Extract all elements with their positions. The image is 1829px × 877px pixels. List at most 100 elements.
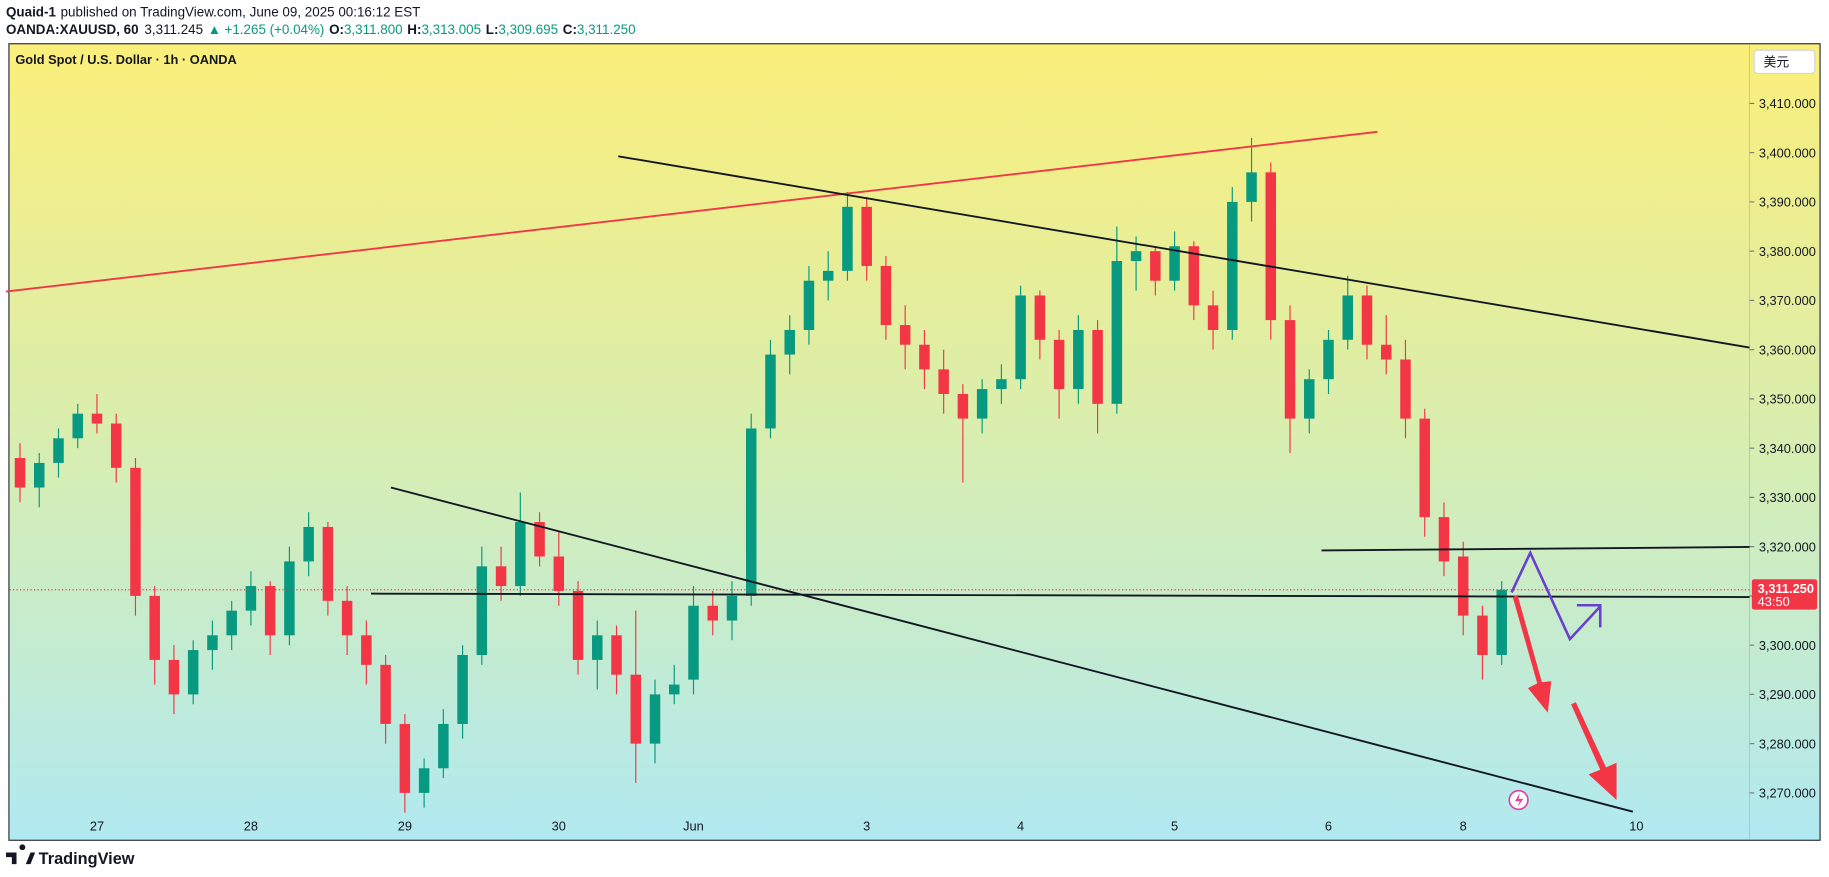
candle-body — [1304, 379, 1315, 419]
candle-body — [861, 206, 872, 266]
arrow-head — [1576, 603, 1602, 628]
y-tick-label: 3,340.000 — [1759, 441, 1816, 456]
red-arrow — [1512, 594, 1552, 713]
candle-body — [842, 206, 853, 271]
y-tick-label: 3,330.000 — [1759, 490, 1816, 505]
candle-body — [1265, 172, 1277, 321]
candle-body — [726, 595, 738, 621]
ohlc-key: C: — [563, 22, 577, 37]
y-tick-label: 3,390.000 — [1759, 195, 1816, 210]
candle-body — [803, 280, 815, 330]
y-tick-label: 3,410.000 — [1759, 96, 1816, 111]
red-arrow — [1571, 702, 1617, 801]
header-line-1: Quaid-1 published on TradingView.com, Jun… — [6, 4, 420, 19]
candle-body — [1015, 295, 1026, 380]
candle-body — [938, 369, 949, 394]
candle-body — [1361, 295, 1373, 345]
y-tick-label: 3,290.000 — [1759, 687, 1816, 702]
ohlc-value: 3,313.005 — [421, 22, 481, 37]
x-tick-label: 29 — [398, 818, 412, 833]
trend-line — [371, 592, 1750, 599]
candle-body — [1207, 305, 1219, 330]
author: Quaid-1 — [6, 4, 56, 19]
drawings — [5, 130, 1750, 813]
candle-body — [765, 354, 776, 429]
candle-body — [399, 723, 411, 793]
candle-body — [611, 635, 622, 675]
candle-body — [592, 635, 603, 660]
y-tick-label: 3,300.000 — [1759, 638, 1816, 653]
candle-body — [707, 605, 718, 621]
price: 3,311.245 — [144, 22, 203, 37]
candle-body — [1130, 251, 1142, 262]
candle-body — [1073, 329, 1084, 390]
candle-body — [1034, 295, 1046, 340]
candle-body — [495, 566, 507, 587]
last-price-label: 3,311.250 — [1758, 581, 1814, 596]
candle-body — [72, 413, 83, 439]
x-tick-label: Jun — [683, 818, 704, 833]
trend-line — [618, 155, 1750, 349]
candle-body — [688, 605, 699, 680]
candle-body — [1053, 339, 1065, 390]
x-tick-label: 10 — [1629, 818, 1643, 833]
y-tick-label: 3,270.000 — [1759, 786, 1816, 801]
ohlc-value: 3,311.250 — [577, 22, 636, 37]
x-tick-label: 6 — [1325, 818, 1332, 833]
trend-line — [5, 130, 1378, 293]
candle-body — [14, 458, 26, 488]
candle-body — [264, 586, 276, 636]
candle-body — [1477, 615, 1488, 655]
candle-body — [303, 526, 314, 562]
candle-body — [1496, 589, 1507, 655]
countdown: 43:50 — [1758, 594, 1790, 609]
path-arrow — [1510, 549, 1602, 642]
x-tick-label: 28 — [244, 818, 258, 833]
x-tick-label: 5 — [1171, 818, 1178, 833]
candle-body — [91, 413, 103, 424]
currency-box[interactable] — [1753, 49, 1816, 75]
y-tick-label: 3,360.000 — [1759, 342, 1816, 357]
y-tick-label: 3,280.000 — [1759, 736, 1816, 751]
candle-body — [669, 684, 680, 695]
candle-body — [1188, 246, 1200, 306]
x-tick-label: 27 — [90, 818, 104, 833]
y-tick-label: 3,320.000 — [1759, 539, 1816, 554]
candle-body — [1380, 344, 1392, 360]
ohlc-key: O: — [329, 22, 344, 37]
candle-body — [418, 768, 430, 793]
candle-body — [822, 270, 834, 281]
candle-body — [1400, 359, 1411, 419]
candle-body — [438, 723, 449, 769]
symbol: OANDA:XAUUSD, 60 — [6, 22, 139, 37]
header-line-2: OANDA:XAUUSD, 60 3,311.245 ▲ +1.265 (+0.04%… — [6, 22, 636, 37]
x-tick-label: 30 — [552, 818, 566, 833]
ohlc-key: L: — [486, 22, 499, 37]
candle-body — [457, 654, 468, 724]
candle-body — [380, 664, 391, 724]
y-tick-label: 3,350.000 — [1759, 392, 1816, 407]
candle-body — [996, 379, 1007, 390]
candle-body — [899, 325, 911, 345]
candle-body — [745, 428, 757, 596]
candle-body — [149, 595, 160, 660]
change-arrow: ▲ — [208, 22, 221, 37]
candle-body — [284, 561, 295, 636]
candle-body — [1092, 329, 1103, 404]
ohlc-value: 3,311.800 — [344, 22, 403, 37]
last-price-tag — [1751, 579, 1818, 610]
candle-body — [245, 586, 257, 611]
ohlc-value: 3,309.695 — [498, 22, 558, 37]
candle-body — [34, 462, 45, 488]
candle-body — [1457, 556, 1469, 616]
candle-body — [1227, 201, 1238, 330]
candle-body — [476, 566, 488, 655]
candle-body — [187, 650, 199, 695]
candle-body — [976, 389, 988, 419]
candle-body — [130, 467, 141, 596]
candle-body — [1438, 517, 1450, 562]
x-tick-label: 3 — [863, 818, 870, 833]
x-tick-label: 4 — [1017, 818, 1024, 833]
candle-body — [919, 344, 930, 370]
